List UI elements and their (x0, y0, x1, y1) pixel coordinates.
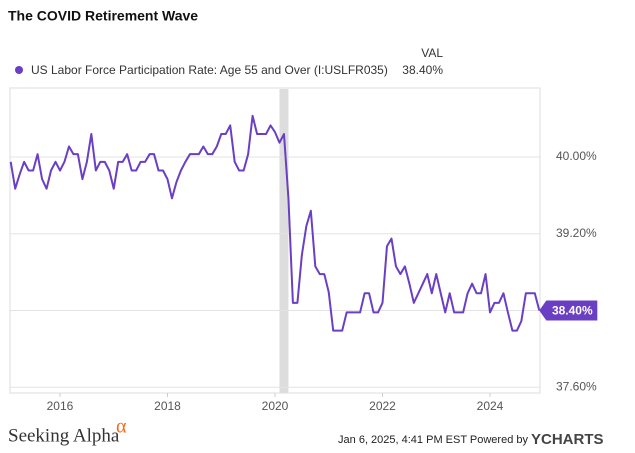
legend-value: 38.40% (402, 63, 443, 77)
shaded-period (279, 89, 289, 393)
x-tick-label: 2016 (47, 399, 74, 413)
y-tick-label: 37.60% (556, 379, 597, 393)
x-tick-label: 2024 (477, 399, 504, 413)
legend-marker (15, 66, 23, 74)
legend-label: US Labor Force Participation Rate: Age 5… (31, 63, 388, 77)
x-tick-label: 2022 (369, 399, 396, 413)
y-tick-label: 40.00% (556, 149, 597, 163)
y-tick-label: 39.20% (556, 226, 597, 240)
end-value-label: 38.40% (552, 304, 593, 318)
x-tick-label: 2018 (154, 399, 181, 413)
chart-title: The COVID Retirement Wave (8, 8, 198, 24)
x-tick-label: 2020 (262, 399, 289, 413)
end-value-tag (539, 300, 598, 321)
series-line (9, 114, 541, 332)
brand: YCHARTS (531, 431, 604, 448)
legend-header: VAL (421, 46, 443, 60)
logo-mark: α (116, 416, 127, 438)
logo: Seeking Alpha (8, 425, 120, 446)
timestamp: Jan 6, 2025, 4:41 PM EST Powered by (338, 434, 528, 446)
